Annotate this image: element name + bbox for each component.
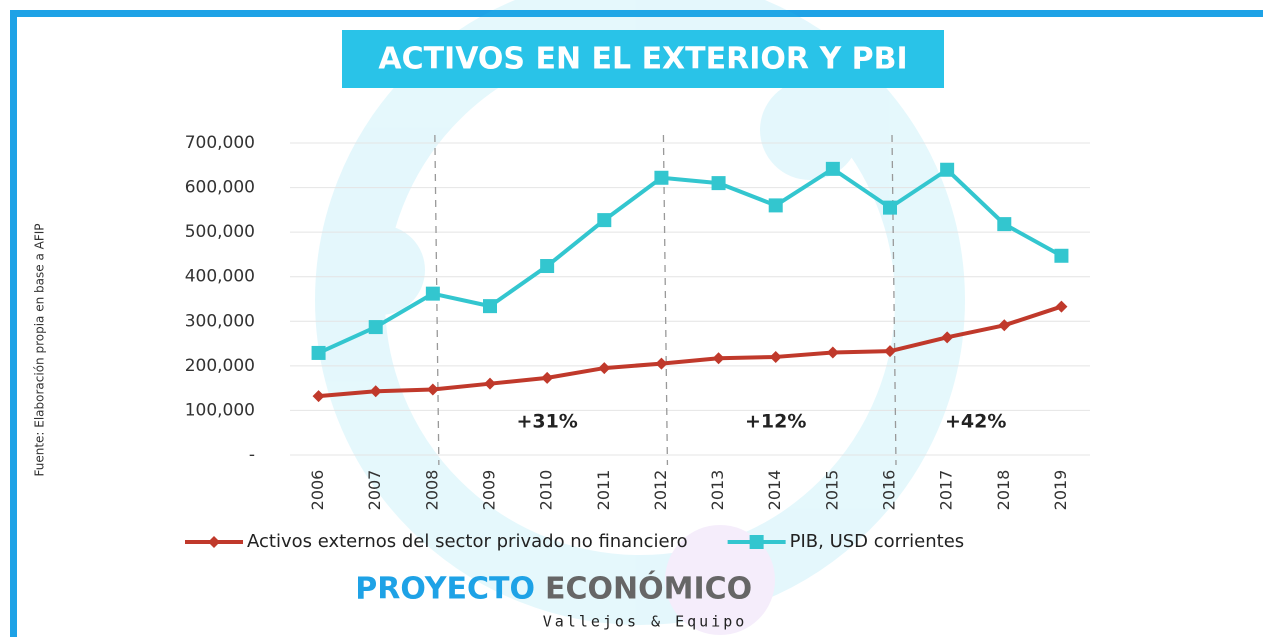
- source-note: Fuente: Elaboración propia en base a AFI…: [33, 223, 47, 476]
- chart: ACTIVOS EN EL EXTERIOR Y PBI Fuente: Ela…: [0, 0, 1263, 637]
- x-tick-label: 2015: [822, 470, 841, 511]
- logo-brand: ECONÓMICO: [545, 570, 752, 607]
- point-marker: [483, 299, 497, 313]
- chart-title: ACTIVOS EN EL EXTERIOR Y PBI: [378, 42, 907, 77]
- x-tick-label: 2009: [480, 470, 499, 511]
- period-annotation: +42%: [945, 411, 1006, 433]
- x-tick-label: 2011: [594, 470, 613, 511]
- x-tick-label: 2014: [765, 470, 784, 511]
- x-tick-label: 2012: [651, 470, 670, 511]
- x-tick-label: 2010: [537, 470, 556, 511]
- x-tick-label: 2016: [880, 470, 899, 511]
- x-tick-label: 2008: [422, 470, 441, 511]
- point-marker: [654, 171, 668, 185]
- x-tick-label: 2019: [1051, 470, 1070, 511]
- y-tick-label: 700,000: [185, 133, 255, 153]
- x-tick-label: 2017: [937, 470, 956, 511]
- y-tick-label: -: [249, 445, 255, 465]
- x-tick-label: 2007: [365, 470, 384, 511]
- point-marker: [826, 162, 840, 176]
- frame-left: [10, 10, 17, 637]
- legend-label: Activos externos del sector privado no f…: [247, 531, 688, 552]
- point-marker: [369, 320, 383, 334]
- period-annotation: +31%: [516, 411, 577, 433]
- point-marker: [597, 213, 611, 227]
- point-marker: [769, 198, 783, 212]
- point-marker: [426, 287, 440, 301]
- point-marker: [883, 201, 897, 215]
- legend-label: PIB, USD corrientes: [790, 531, 965, 552]
- point-marker: [312, 346, 326, 360]
- point-marker: [1054, 249, 1068, 263]
- point-marker: [540, 259, 554, 273]
- watermark-dot: [760, 80, 860, 180]
- y-tick-label: 500,000: [185, 222, 255, 242]
- point-marker: [940, 163, 954, 177]
- point-marker: [712, 176, 726, 190]
- point-marker: [750, 535, 764, 549]
- y-tick-label: 600,000: [185, 178, 255, 198]
- point-marker: [997, 217, 1011, 231]
- x-tick-label: 2018: [994, 470, 1013, 511]
- y-tick-label: 300,000: [185, 311, 255, 331]
- logo-tagline: Vallejos & Equipo: [543, 613, 748, 631]
- y-tick-label: 400,000: [185, 267, 255, 287]
- period-annotation: +12%: [745, 411, 806, 433]
- x-tick-label: 2013: [708, 470, 727, 511]
- y-tick-label: 100,000: [185, 400, 255, 420]
- logo-brand: PROYECTO: [355, 572, 535, 607]
- watermark-dot: [335, 225, 425, 315]
- y-tick-label: 200,000: [185, 356, 255, 376]
- x-tick-label: 2006: [308, 470, 327, 511]
